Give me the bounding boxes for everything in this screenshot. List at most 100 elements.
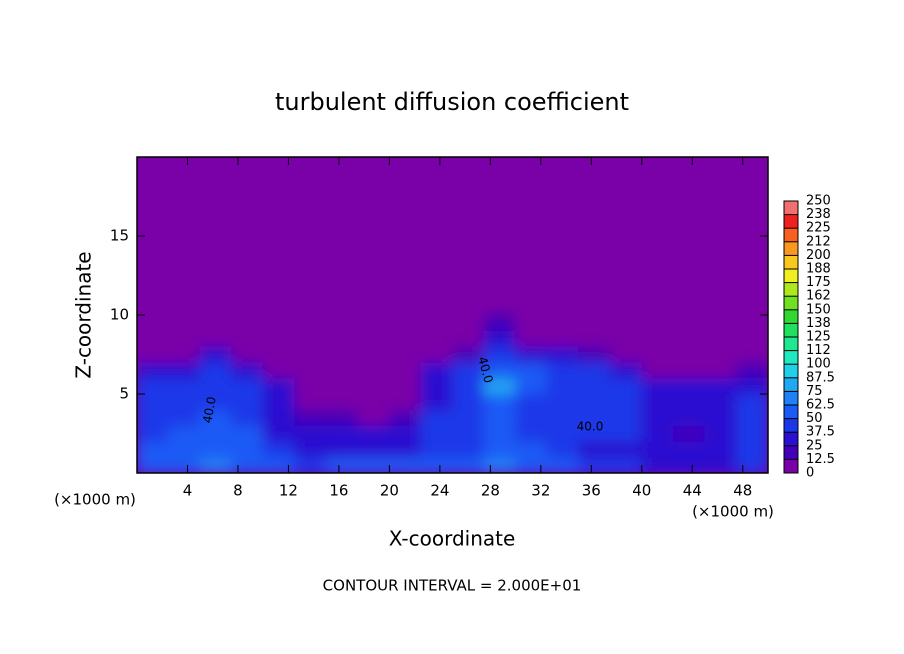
field-cell	[137, 393, 170, 411]
field-cell	[420, 456, 453, 473]
field-cell	[483, 440, 517, 458]
colorbar-label: 175	[806, 275, 831, 290]
field-cell	[325, 361, 359, 379]
field-cell	[137, 361, 170, 379]
colorbar-label: 162	[806, 289, 831, 304]
colorbar-swatch	[784, 350, 798, 365]
field-cell	[735, 409, 768, 427]
field-cell	[609, 330, 643, 348]
field-cell	[168, 393, 201, 411]
field-cell	[483, 409, 517, 427]
field-cell	[515, 456, 548, 473]
field-cell	[231, 377, 264, 395]
field-cell	[388, 456, 422, 473]
contour-label: 40.0	[475, 355, 495, 384]
colorbar-swatch	[784, 391, 798, 405]
field-cell	[672, 314, 706, 332]
field-cell	[704, 346, 737, 363]
field-cell	[452, 393, 485, 411]
field-cell	[735, 440, 768, 458]
field-cell	[262, 314, 296, 332]
field-cell	[137, 346, 170, 363]
field-cell	[641, 456, 674, 473]
field-cell	[515, 393, 548, 411]
colorbar-swatch	[784, 418, 798, 433]
field-cell	[388, 314, 422, 332]
colorbar-swatch	[784, 309, 798, 324]
field-cell	[452, 425, 485, 442]
field-cell	[199, 330, 233, 348]
cells	[137, 314, 768, 473]
field-cell	[483, 393, 517, 411]
field-cell	[483, 425, 517, 442]
field-cell	[294, 314, 327, 332]
field-cell	[578, 361, 611, 379]
colorbar-swatch	[784, 296, 798, 310]
colorbar-label: 200	[806, 248, 831, 263]
field-cell	[452, 314, 485, 332]
field-cell	[546, 361, 580, 379]
field-cell	[357, 346, 390, 363]
x-tick-label: 4	[183, 482, 193, 500]
field-cell	[420, 361, 453, 379]
colorbar-label: 150	[806, 302, 831, 317]
colorbar-swatch	[784, 377, 798, 392]
field-cell	[672, 330, 706, 348]
field-cell	[704, 377, 737, 395]
colorbar-label: 0	[806, 466, 814, 481]
field-cell	[137, 377, 170, 395]
x-axis-label: X-coordinate	[389, 527, 516, 551]
field-cell	[641, 346, 674, 363]
field-cell	[262, 456, 296, 473]
field-cell	[325, 393, 359, 411]
field-cell	[420, 346, 453, 363]
field-cell	[672, 456, 706, 473]
field-cell	[199, 440, 233, 458]
colorbar-swatch	[784, 445, 798, 460]
colorbar-label: 25	[806, 438, 823, 453]
field-cell	[294, 440, 327, 458]
field-cell	[515, 361, 548, 379]
field-cell	[294, 456, 327, 473]
field-cell	[357, 361, 390, 379]
field-cell	[546, 425, 580, 442]
x-tick-label: 36	[582, 482, 601, 500]
field-cell	[168, 409, 201, 427]
field-cell	[735, 314, 768, 332]
field-cell	[294, 346, 327, 363]
field-cell	[357, 425, 390, 442]
field-cell	[168, 425, 201, 442]
field-cell	[641, 440, 674, 458]
field-cell	[325, 425, 359, 442]
field-cell	[609, 346, 643, 363]
field-cell	[672, 425, 706, 442]
field-cell	[231, 456, 264, 473]
field-cell	[357, 314, 390, 332]
field-cell	[735, 361, 768, 379]
field-cell	[388, 425, 422, 442]
field-cell	[325, 330, 359, 348]
plot-frame	[136, 156, 769, 474]
field-cell	[137, 425, 170, 442]
field-cell	[137, 440, 170, 458]
field-cell	[704, 425, 737, 442]
field-cell	[262, 393, 296, 411]
field-cell	[262, 361, 296, 379]
field-cell	[672, 346, 706, 363]
field-cell	[452, 330, 485, 348]
x-tick-label: 16	[329, 482, 348, 500]
colorbar-swatch	[784, 255, 798, 269]
field-cell	[578, 425, 611, 442]
field-cell	[641, 425, 674, 442]
field-cell	[735, 330, 768, 348]
field-cell	[388, 409, 422, 427]
field-cell	[388, 440, 422, 458]
field-cell	[609, 361, 643, 379]
field-cell	[515, 314, 548, 332]
field-cell	[609, 409, 643, 427]
field-cell	[357, 409, 390, 427]
field-cell	[231, 409, 264, 427]
field-cell	[735, 346, 768, 363]
field-cell	[704, 409, 737, 427]
field-cell	[452, 440, 485, 458]
